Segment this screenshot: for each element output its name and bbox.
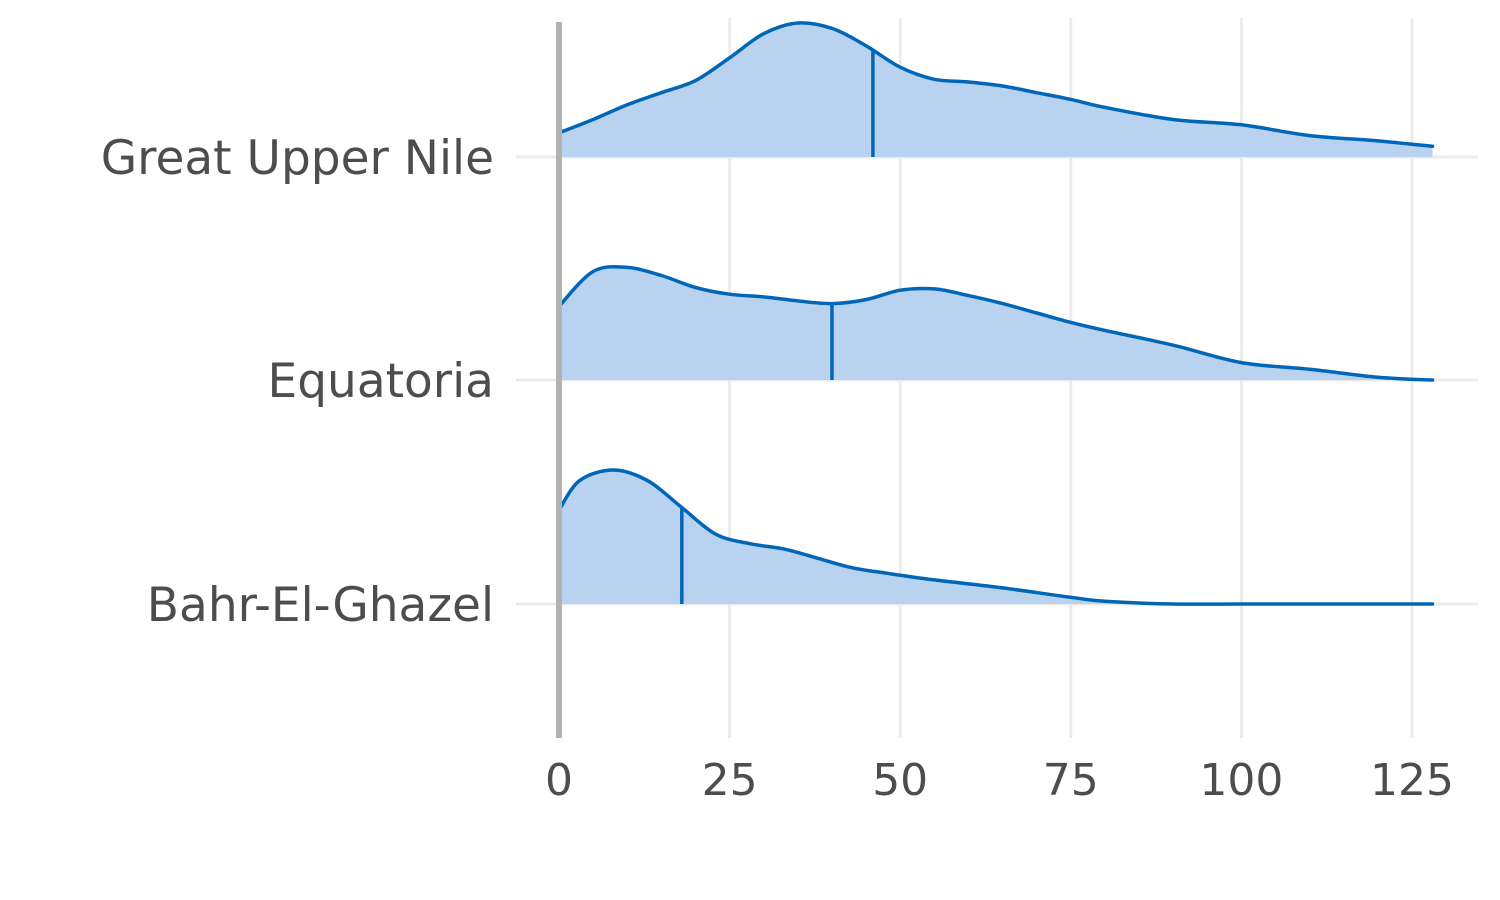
category-label-bahr-el-ghazel: Bahr-El-Ghazel <box>147 578 494 633</box>
ridge-area-equatoria <box>559 266 1433 380</box>
ridge-line-great-upper-nile <box>557 21 1435 149</box>
label-layer: Great Upper Nile Equatoria Bahr-El-Ghazel 0… <box>101 131 1454 806</box>
category-label-equatoria: Equatoria <box>268 354 495 409</box>
x-tick-label-100: 100 <box>1199 755 1283 806</box>
x-tick-label-25: 25 <box>702 755 758 806</box>
ridge-line-bahr-el-ghazel <box>557 468 1435 606</box>
ridge-layer <box>557 21 1435 606</box>
ridge-area-bahr-el-ghazel <box>559 470 1433 605</box>
category-label-great-upper-nile: Great Upper Nile <box>101 131 494 186</box>
x-tick-label-50: 50 <box>872 755 928 806</box>
x-tick-label-125: 125 <box>1370 755 1454 806</box>
ridge-line-equatoria <box>557 264 1435 382</box>
ridge-area-great-upper-nile <box>559 22 1433 157</box>
x-tick-label-0: 0 <box>545 755 573 806</box>
x-tick-label-75: 75 <box>1043 755 1099 806</box>
